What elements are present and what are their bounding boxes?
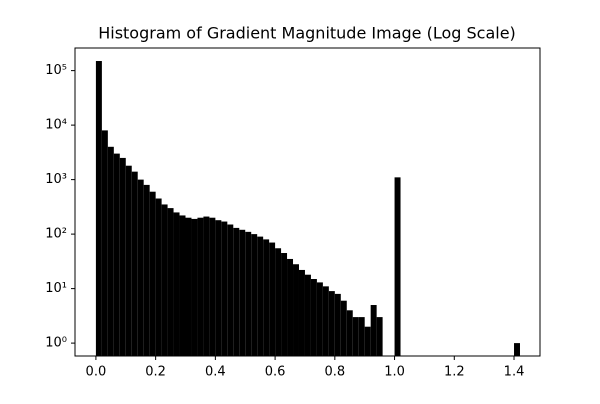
y-tick-label: 10² <box>45 227 67 242</box>
bar <box>167 208 174 356</box>
bar <box>113 153 120 356</box>
bar <box>370 305 377 356</box>
bar <box>293 264 299 356</box>
y-tick-label: 10⁰ <box>45 336 67 351</box>
bar <box>95 61 102 357</box>
bar <box>179 215 186 356</box>
bar <box>394 177 401 356</box>
bar <box>161 204 168 356</box>
bar <box>263 239 270 356</box>
bar <box>149 191 156 356</box>
bar <box>239 229 246 356</box>
bar <box>364 326 371 356</box>
bar <box>107 146 114 356</box>
bar <box>227 224 234 356</box>
bar <box>155 198 162 356</box>
bar <box>340 300 347 356</box>
x-tick-label: 0.2 <box>145 365 166 380</box>
bar <box>304 274 311 356</box>
bar <box>131 171 138 356</box>
bar <box>352 317 359 356</box>
bar <box>287 258 294 356</box>
bar <box>275 248 282 356</box>
bar <box>209 217 216 356</box>
bar <box>310 279 317 356</box>
bar <box>143 184 150 356</box>
x-tick-label: 1.4 <box>504 365 525 380</box>
bar <box>203 216 210 356</box>
x-tick-label: 1.0 <box>384 365 405 380</box>
bar <box>137 179 144 356</box>
bar <box>257 236 264 356</box>
chart-title: Histogram of Gradient Magnitude Image (L… <box>98 24 516 43</box>
bar <box>322 286 329 356</box>
bar <box>197 217 204 356</box>
y-tick-label: 10⁵ <box>45 63 67 78</box>
bar <box>233 227 240 356</box>
x-tick-label: 0.0 <box>86 365 107 380</box>
x-tick-label: 0.6 <box>265 365 286 380</box>
bar <box>358 317 365 356</box>
bar <box>119 157 126 356</box>
bar <box>376 317 383 356</box>
y-tick-label: 10⁴ <box>45 118 67 133</box>
bar <box>125 165 132 356</box>
x-tick-label: 0.4 <box>205 365 226 380</box>
bar <box>514 343 520 356</box>
bar <box>101 130 108 356</box>
bar <box>346 310 353 356</box>
bar <box>298 269 305 356</box>
y-tick-label: 10³ <box>45 172 67 187</box>
bar <box>328 291 335 356</box>
bar <box>316 282 323 356</box>
bar <box>185 217 192 356</box>
bar <box>251 234 258 356</box>
bar <box>215 220 222 356</box>
bar <box>281 253 288 356</box>
bar <box>245 231 252 356</box>
x-tick-label: 0.8 <box>324 365 345 380</box>
bar <box>221 221 228 356</box>
y-tick-label: 10¹ <box>45 281 67 296</box>
bar <box>269 242 276 356</box>
bar <box>191 218 198 356</box>
bar <box>334 293 341 356</box>
x-tick-label: 1.2 <box>444 365 465 380</box>
bar <box>173 212 180 356</box>
